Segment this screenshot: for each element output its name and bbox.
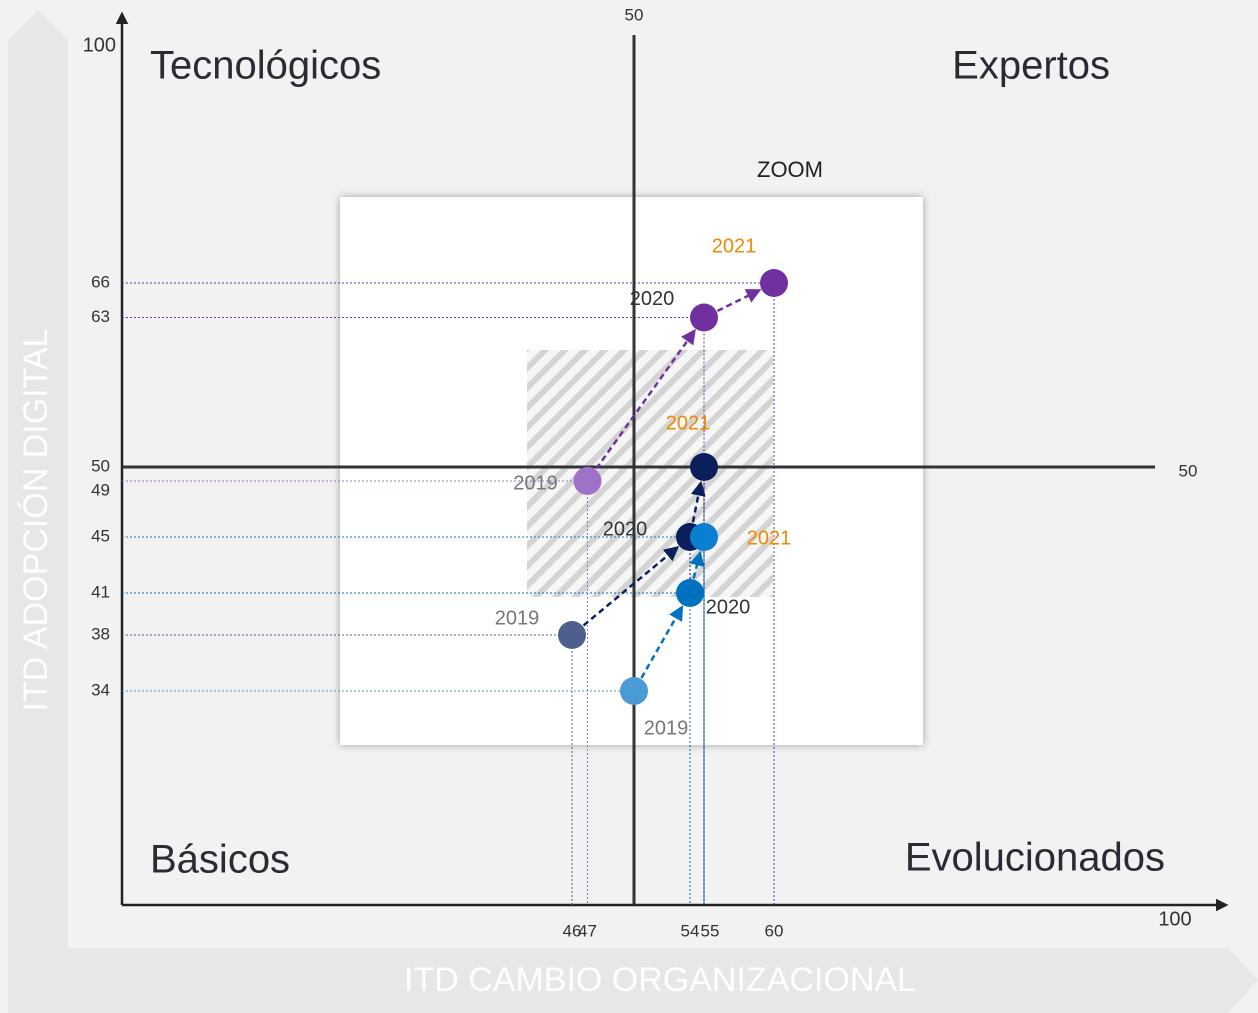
- y-tick-label: 49: [91, 480, 110, 499]
- trend-arrow: [689, 550, 705, 579]
- point: [573, 467, 602, 495]
- mid-label: 50: [1179, 461, 1198, 480]
- point-label: 2021: [712, 235, 757, 257]
- trend-arrow: [582, 545, 680, 627]
- y-tick-label: 38: [91, 624, 110, 643]
- point-label: 2019: [495, 607, 540, 629]
- point-label: 2021: [747, 527, 792, 549]
- point: [690, 453, 718, 481]
- hatched-area: [527, 350, 773, 597]
- quadrant-label: Tecnológicos: [150, 44, 381, 88]
- y-tick-label: 41: [91, 582, 110, 601]
- point: [676, 579, 704, 607]
- y-tick-label: 63: [91, 307, 110, 326]
- point: [558, 621, 586, 649]
- point: [620, 677, 648, 705]
- x-tick-label: 60: [765, 921, 784, 940]
- y-tick-label: 66: [91, 272, 110, 291]
- point-label: 2020: [603, 518, 648, 540]
- point: [760, 269, 788, 297]
- trend-arrow: [640, 605, 684, 679]
- quadrant-label: Expertos: [952, 44, 1110, 88]
- zoom-label: ZOOM: [757, 157, 823, 182]
- point-label: 2019: [644, 717, 689, 739]
- y-tick-label: 45: [91, 526, 110, 545]
- point: [690, 523, 718, 551]
- x-tick-label: 46: [563, 921, 582, 940]
- quadrant-label: Básicos: [150, 838, 290, 882]
- y-tick-label: 50: [91, 456, 110, 475]
- axis-max-label: 100: [1158, 908, 1191, 930]
- x-tick-label: 54: [681, 921, 700, 940]
- y-tick-label: 34: [91, 680, 110, 699]
- x-tick-label: 47: [578, 921, 597, 940]
- point-label: 2020: [706, 596, 751, 618]
- point-label: 2021: [666, 412, 711, 434]
- trend-arrow: [716, 289, 762, 312]
- point: [690, 303, 718, 332]
- x-tick-label: 55: [701, 921, 720, 940]
- quadrant-label: Evolucionados: [905, 836, 1165, 880]
- trend-arrow: [595, 328, 696, 470]
- point-label: 2019: [513, 472, 558, 494]
- point-label: 2020: [630, 288, 675, 310]
- mid-label: 50: [625, 5, 644, 24]
- x-axis-title: ITD CAMBIO ORGANIZACIONAL: [404, 961, 916, 999]
- y-axis-title: ITD ADOPCIÓN DIGITAL: [17, 329, 55, 712]
- axis-max-label: 100: [83, 34, 116, 56]
- trend-arrow: [690, 480, 706, 523]
